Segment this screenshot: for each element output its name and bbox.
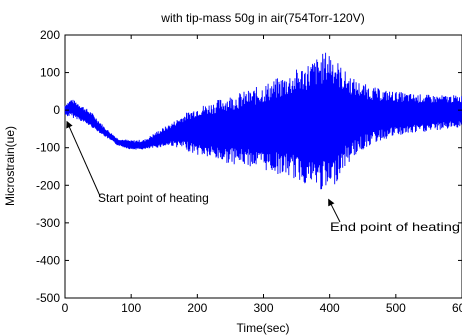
annotations: Start point of heating End point of heati… xyxy=(66,120,460,234)
y-tick-label: 200 xyxy=(40,28,60,42)
start-heating-label: Start point of heating xyxy=(98,191,209,205)
y-tick-label: 100 xyxy=(40,66,60,80)
y-tick-label: -100 xyxy=(36,141,60,155)
y-tick-label: 0 xyxy=(53,103,60,117)
x-tick-label: 200 xyxy=(187,301,207,315)
x-tick-label: 300 xyxy=(253,301,273,315)
y-tick-label: -300 xyxy=(36,216,60,230)
x-tick-label: 0 xyxy=(62,301,69,315)
y-tick-label: -400 xyxy=(36,253,60,267)
x-tick-label: 400 xyxy=(320,301,340,315)
x-axis-ticks: 0 100 200 300 400 500 600 xyxy=(62,35,462,315)
y-axis-label: Microstrain(ue) xyxy=(3,126,17,206)
end-heating-arrow xyxy=(328,198,341,223)
x-axis-label: Time(sec) xyxy=(237,321,290,335)
plot-area xyxy=(64,34,462,299)
y-axis-ticks: 200 100 0 -100 -200 -300 -400 -500 xyxy=(36,28,462,305)
x-tick-label: 500 xyxy=(386,301,406,315)
signal-trace xyxy=(64,52,462,190)
start-heating-arrow xyxy=(66,120,101,197)
y-tick-label: -500 xyxy=(36,291,60,305)
x-tick-label: 600 xyxy=(452,301,462,315)
end-heating-label: End point of heating xyxy=(330,220,460,234)
y-tick-label: -200 xyxy=(36,178,60,192)
x-tick-label: 100 xyxy=(121,301,141,315)
signal-trace-group xyxy=(64,52,462,190)
chart-title: with tip-mass 50g in air(754Torr-120V) xyxy=(160,11,364,25)
